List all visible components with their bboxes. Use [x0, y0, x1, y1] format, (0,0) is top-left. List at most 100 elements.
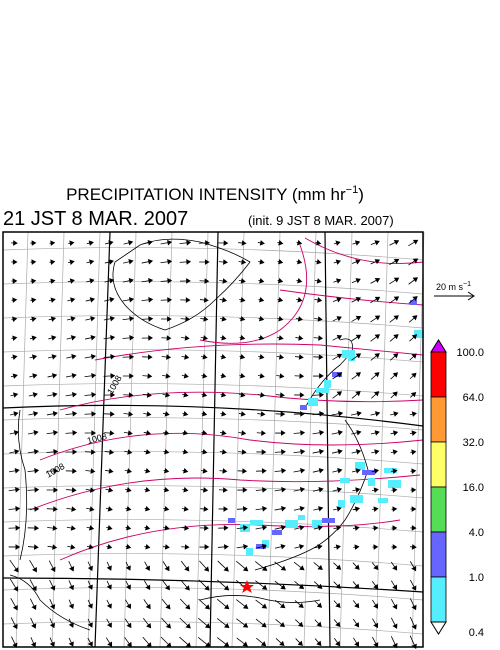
wind-arrow	[370, 240, 380, 246]
wind-arrow	[238, 430, 247, 436]
wind-arrow	[219, 468, 228, 474]
wind-arrow	[255, 580, 268, 590]
wind-arrow	[84, 335, 96, 341]
wind-arrow	[161, 617, 172, 629]
wind-arrow	[217, 579, 230, 591]
wind-arrow	[47, 354, 57, 360]
wind-arrow	[389, 239, 400, 246]
wind-arrow	[312, 448, 325, 455]
wind-arrow	[314, 638, 322, 647]
wind-arrow	[86, 506, 95, 512]
wind-arrow	[143, 411, 152, 417]
wind-arrow	[125, 543, 132, 550]
wind-arrow	[68, 580, 75, 591]
wind-arrow	[219, 449, 227, 455]
wind-arrow	[257, 373, 265, 379]
wind-arrow	[105, 637, 113, 647]
precip-cell	[285, 520, 298, 528]
wind-arrow	[11, 636, 18, 648]
wind-arrow	[104, 278, 115, 284]
wind-arrow	[255, 506, 268, 512]
wind-arrow	[256, 430, 266, 436]
wind-arrow	[258, 354, 265, 360]
wind-arrow	[294, 600, 304, 609]
wind-arrow	[352, 240, 361, 246]
wind-arrow	[143, 430, 152, 436]
wind-arrow	[28, 411, 39, 417]
wind-arrow	[372, 618, 379, 629]
wind-arrow	[274, 543, 286, 550]
wind-arrow	[294, 392, 305, 398]
wind-arrow	[29, 335, 37, 341]
wind-arrow	[333, 619, 341, 628]
wind-arrow	[67, 278, 75, 284]
wind-arrow	[84, 449, 96, 455]
wind-arrow	[371, 562, 379, 571]
wind-arrow	[408, 258, 419, 266]
wind-arrow	[123, 430, 133, 436]
wind-arrow	[236, 525, 249, 531]
wind-arrow	[85, 487, 95, 493]
wind-arrow	[257, 411, 266, 417]
wind-arrow	[162, 544, 170, 550]
wind-arrow	[9, 449, 20, 455]
grid-line	[2, 315, 424, 329]
grid-line	[2, 247, 424, 261]
wind-arrow	[85, 468, 96, 474]
precip-cell	[340, 478, 350, 483]
wind-arrow	[199, 297, 209, 303]
wind-arrow	[351, 315, 362, 322]
wind-arrow	[409, 372, 417, 380]
precip-cell	[355, 462, 365, 470]
wind-arrow	[370, 411, 381, 417]
wind-arrow	[370, 315, 381, 323]
wind-arrow	[351, 468, 361, 474]
wind-arrow	[332, 487, 343, 493]
precip-cell	[388, 480, 401, 488]
wind-arrow	[125, 487, 132, 493]
wind-arrow	[314, 544, 323, 550]
wind-arrow	[86, 544, 94, 550]
wind-arrow	[144, 524, 151, 531]
grid-line	[267, 231, 281, 648]
wind-arrow	[218, 240, 229, 246]
wind-arrow	[390, 599, 398, 610]
wind-arrow	[313, 562, 323, 571]
wind-arrow	[86, 259, 95, 265]
wind-arrow	[293, 561, 305, 571]
wind-arrow	[181, 354, 190, 360]
wind-arrow	[389, 258, 400, 265]
wind-arrow	[49, 599, 56, 610]
precip-cell	[362, 470, 375, 475]
wind-arrow	[409, 561, 417, 572]
wind-arrow	[27, 506, 40, 512]
wind-arrow	[65, 411, 78, 417]
wind-arrow	[122, 335, 135, 341]
wind-arrow	[68, 259, 75, 265]
wind-arrow	[160, 258, 173, 265]
wind-arrow	[390, 561, 398, 571]
wind-arrow	[257, 392, 266, 398]
wind-arrow	[409, 353, 417, 361]
wind-arrow	[181, 335, 190, 341]
wind-arrow	[201, 354, 208, 360]
wind-arrow	[199, 259, 210, 265]
wind-arrow	[27, 468, 40, 474]
wind-arrow	[313, 335, 324, 341]
wind-arrow	[123, 240, 134, 246]
wind-arrow	[87, 580, 93, 590]
wind-arrow	[409, 616, 417, 630]
wind-arrow	[142, 354, 153, 360]
wind-arrow	[182, 448, 189, 455]
wind-arrow	[237, 487, 248, 493]
wind-arrow	[27, 544, 39, 550]
wind-arrow	[65, 468, 77, 474]
wind-arrow	[409, 411, 417, 417]
precip-cell	[272, 530, 282, 535]
wind-arrow	[201, 391, 208, 398]
grid-line	[2, 519, 424, 533]
wind-arrow	[331, 410, 344, 417]
wind-arrow	[46, 506, 58, 512]
wind-arrow	[390, 391, 398, 399]
wind-arrow	[277, 315, 284, 322]
